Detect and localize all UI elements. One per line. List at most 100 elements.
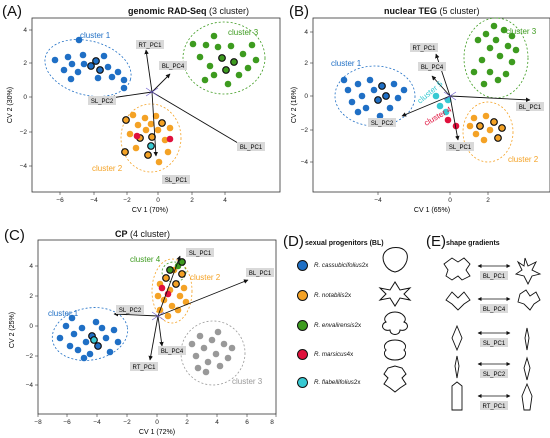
panel-b-xtick: 2: [486, 197, 490, 204]
panel-b-frame: [312, 17, 550, 193]
panel-b-title-bold: nuclear TEG: [384, 6, 438, 16]
panel-a-title-rest: (3 cluster): [206, 6, 250, 16]
panel-a-arrow-label: RT_PC1: [139, 43, 163, 49]
panel-a-ytick: 2: [23, 60, 27, 67]
leaf-shape-icon: [454, 355, 460, 379]
panel-c-xtick: −2: [123, 419, 131, 426]
leaf-outline-icon: [378, 281, 412, 307]
legend-ploidy: 2x: [353, 379, 361, 386]
legend-ploidy: 2x: [361, 262, 369, 269]
legend-dot: [297, 377, 308, 388]
panel-c-cyan-point: [90, 336, 98, 344]
panel-a-ytick: −4: [20, 163, 28, 170]
legend-name: R. envalirensis: [314, 322, 355, 329]
panel-a-letter: (A): [2, 3, 22, 20]
panel-e-shapes: BL_PC1 BL_PC4 SL_PC1 SL_PC2 RT_PC1: [443, 257, 542, 411]
panel-c-cluster3-points: [188, 328, 236, 376]
panel-a-cluster-label: cluster 3: [228, 28, 259, 37]
panel-c-cluster-label: cluster 2: [190, 273, 221, 282]
panel-b-cluster2-points: [466, 112, 506, 144]
panel-a-cluster2-points: [121, 111, 174, 166]
panel-b-ytick: 4: [304, 29, 308, 36]
panel-b-cluster-label: cluster 3: [506, 27, 537, 36]
panel-c-cluster1-ellipse: [51, 307, 129, 361]
leaf-shape-icon: [451, 324, 463, 352]
panel-c-cluster1-points: [56, 314, 122, 362]
panel-c-xtick: 2: [185, 419, 189, 426]
panel-b-xlabel: CV 1 (65%): [414, 207, 450, 214]
panel-d-leaf-outlines: [378, 247, 412, 393]
panel-e-title: shape gradients: [446, 240, 500, 247]
panel-a-arrows: [110, 49, 244, 157]
panel-a-ytick: −2: [20, 129, 28, 136]
panel-a-arrow-label: SL_PC1: [165, 178, 188, 184]
panel-a-cluster1-points: [51, 36, 128, 92]
panel-e-letter: (E): [426, 233, 446, 250]
panel-a-cluster2-ellipse: [120, 103, 182, 173]
panel-e-label: BL_PC4: [483, 307, 506, 313]
panel-a-cluster3-points: [189, 32, 260, 88]
panel-c-red-point: [158, 284, 166, 292]
legend-dot: [297, 260, 308, 271]
panel-a-red-point: [166, 135, 174, 143]
panel-d-title: sexual progenitors (BL): [305, 240, 384, 247]
panel-a-cluster1-ellipse: [44, 39, 132, 97]
panel-a-red-point: [133, 132, 141, 140]
leaf-shape-icon: [521, 382, 533, 411]
legend-row-marsicus: R. marsicus 4x: [297, 349, 353, 360]
legend-name: R. marsicus: [314, 351, 347, 358]
panel-c-arrow-label: BL_PC1: [249, 271, 272, 277]
legend-row-notabilis: R. notabilis 2x: [297, 290, 351, 301]
legend-dot: [297, 290, 308, 301]
panel-b-title-rest: (5 cluster): [437, 6, 480, 16]
panel-b-cluster2-ellipse: [462, 101, 514, 163]
panel-b-xtick: −4: [374, 197, 382, 204]
panel-a-title: genomic RAD-Seq (3 cluster): [128, 6, 249, 16]
panel-a-cluster3-ellipse: [182, 21, 266, 95]
panel-b-cluster1-ellipse: [334, 65, 416, 127]
panel-b-cluster5-points: [432, 92, 452, 116]
panel-a-xtick: 2: [190, 197, 194, 204]
leaf-outline-icon: [382, 247, 408, 273]
panel-c-xtick: −8: [34, 419, 42, 426]
panel-c-xtick: 4: [215, 419, 219, 426]
leaf-outline-icon: [383, 339, 407, 361]
panel-a-ticks: [29, 29, 226, 195]
panel-c-ytick: 4: [29, 263, 33, 270]
panel-b-cluster-label: cluster 1: [331, 59, 362, 68]
panel-a-center-lines: [145, 87, 159, 97]
legend-ploidy: 2x: [354, 322, 362, 329]
panel-a-xtick: −4: [90, 197, 98, 204]
panel-c-arrow-label: SL_PC1: [189, 251, 212, 257]
panel-c-title-rest: (4 cluster): [127, 229, 171, 239]
leaf-shape-icon: [443, 257, 471, 281]
panel-d-letter: (D): [283, 233, 304, 250]
panel-c-xtick: −6: [63, 419, 71, 426]
panel-b-cluster1-points: [340, 76, 408, 120]
panel-c-arrow-label: RT_PC1: [133, 365, 157, 371]
panel-a-ytick: 4: [23, 27, 27, 34]
panel-b-red-point: [452, 122, 460, 130]
panel-c-ytick: −4: [26, 382, 34, 389]
legend-row-envalirensis: R. envalirensis 2x: [297, 320, 361, 331]
panel-c-arrow-label: SL_PC2: [119, 308, 142, 314]
panel-a-frame: [31, 17, 281, 193]
panel-b-ytick: 0: [304, 93, 308, 100]
panel-b-ytick: −2: [301, 127, 309, 134]
panel-c-letter: (C): [4, 227, 25, 244]
legend-ploidy: 4x: [346, 351, 354, 358]
leaf-shape-icon: [524, 327, 530, 351]
legend-row-cassubicifolius: R. cassubicifolius 2x: [297, 260, 368, 271]
panel-c-ytick: 0: [29, 323, 33, 330]
legend-ploidy: 2x: [344, 292, 352, 299]
leaf-shape-icon: [514, 257, 542, 286]
panel-b-ytick: 2: [304, 60, 308, 67]
panel-c-arrows: [113, 255, 249, 361]
legend-name: R. flabellifolius: [314, 379, 354, 386]
panel-e-label: RT_PC1: [483, 404, 507, 410]
panel-b-cluster-label: cluster 5: [416, 79, 445, 106]
panel-c-xtick: 0: [155, 419, 159, 426]
panel-b-arrow-label: BL_PC1: [519, 105, 542, 111]
legend-name: R. cassubicifolius: [314, 262, 362, 269]
